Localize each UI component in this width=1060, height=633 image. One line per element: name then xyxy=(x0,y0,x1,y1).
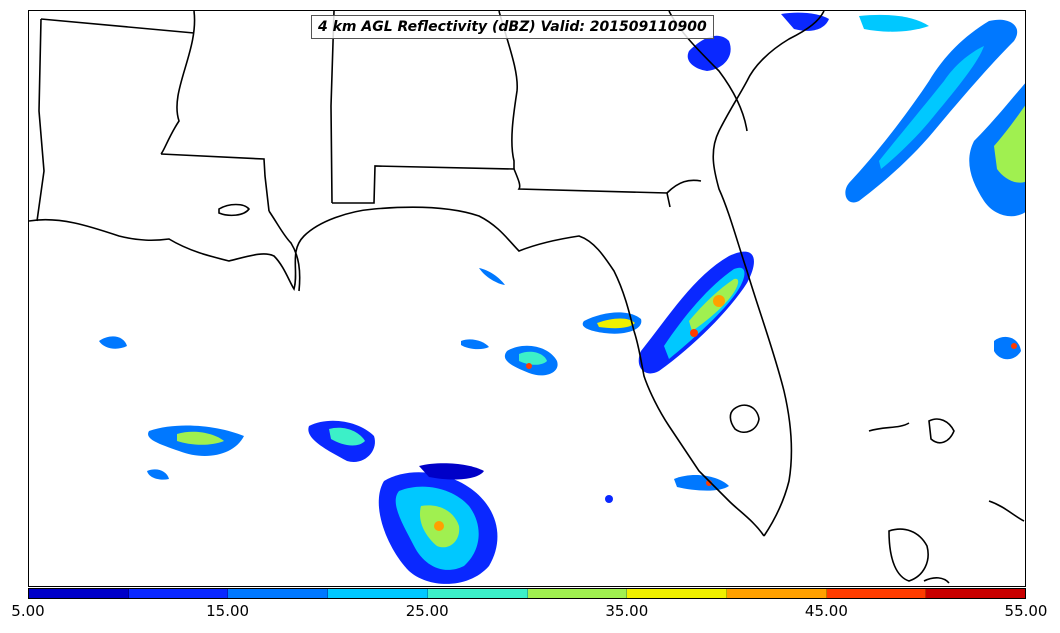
colorbar-segment-8 xyxy=(826,589,927,598)
colorbar-segment-9 xyxy=(926,589,1026,598)
coast-florida-west xyxy=(633,330,765,537)
echo-top-atlantic xyxy=(859,14,929,32)
coast-gulf-west xyxy=(29,206,635,332)
reflectivity-echoes xyxy=(99,12,1025,584)
echo-top-carolina xyxy=(781,12,829,31)
echo-central-gulf-core xyxy=(519,351,547,365)
echo-atlantic-band-core xyxy=(879,46,984,169)
echo-keys-cells xyxy=(674,475,729,491)
echo-sw-gulf-upper xyxy=(419,463,484,480)
colorbar-tick-label: 45.00 xyxy=(804,602,848,620)
echo-tampa-offshore-core xyxy=(597,318,635,329)
echo-far-west-small xyxy=(147,469,169,480)
echo-florida-band-peak2 xyxy=(690,329,698,337)
echo-panhandle-streak xyxy=(479,268,505,285)
island-cuba-west xyxy=(888,528,929,582)
echo-northwest-gulf xyxy=(99,336,127,349)
echo-east-atlantic-cells xyxy=(994,336,1021,360)
colorbar-tick-label: 5.00 xyxy=(11,602,45,620)
colorbar-tick-label: 15.00 xyxy=(206,602,250,620)
island-andros xyxy=(928,418,955,444)
echo-gulf-small xyxy=(461,339,489,350)
echo-east-atlantic-peak xyxy=(1011,343,1017,349)
island-bahamas-2 xyxy=(868,422,910,432)
echo-far-west-gulf-core xyxy=(177,431,224,445)
lake-pontchartrain xyxy=(218,203,251,217)
map-panel: 4 km AGL Reflectivity (dBZ) Valid: 20150… xyxy=(28,10,1026,587)
border-ms-la xyxy=(160,153,270,212)
echo-central-gulf-peak xyxy=(526,363,532,369)
map-title: 4 km AGL Reflectivity (dBZ) Valid: 20150… xyxy=(311,15,714,39)
island-bahamas-1 xyxy=(988,500,1025,522)
border-ms-al xyxy=(330,11,335,204)
coast-delta xyxy=(268,210,301,292)
colorbar xyxy=(28,588,1026,599)
border-ms-river xyxy=(160,11,196,155)
island-grand-bahama xyxy=(923,577,950,584)
colorbar-segment-5 xyxy=(527,589,628,598)
colorbar-tick-label: 55.00 xyxy=(1004,602,1048,620)
colorbar-segment-4 xyxy=(427,589,528,598)
colorbar-segment-3 xyxy=(328,589,428,598)
colorbar-segment-2 xyxy=(228,589,329,598)
border-ar-la-top xyxy=(40,18,195,34)
colorbar-segment-0 xyxy=(29,589,129,598)
colorbar-segment-6 xyxy=(627,589,727,598)
echo-west-gulf-cell-core xyxy=(329,427,365,446)
coast-florida-east xyxy=(712,11,825,537)
colorbar-segment-7 xyxy=(726,589,827,598)
colorbar-tick-label: 25.00 xyxy=(405,602,449,620)
coastlines-borders xyxy=(29,11,1025,584)
echo-sw-gulf-peak xyxy=(434,521,444,531)
border-la-ms-ar xyxy=(36,18,45,222)
map-canvas xyxy=(29,11,1025,584)
border-al-fl xyxy=(332,165,671,208)
echo-florida-band-peak xyxy=(713,295,725,307)
echo-georgia-coast xyxy=(687,35,731,71)
echo-ne-atlantic-core xyxy=(994,105,1025,183)
colorbar-tick-label: 35.00 xyxy=(605,602,649,620)
echo-keys-small xyxy=(605,495,613,503)
border-ga-fl xyxy=(666,179,702,194)
colorbar-segment-1 xyxy=(128,589,229,598)
echo-florida-band-inner xyxy=(689,278,739,331)
lake-okeechobee xyxy=(729,404,760,433)
